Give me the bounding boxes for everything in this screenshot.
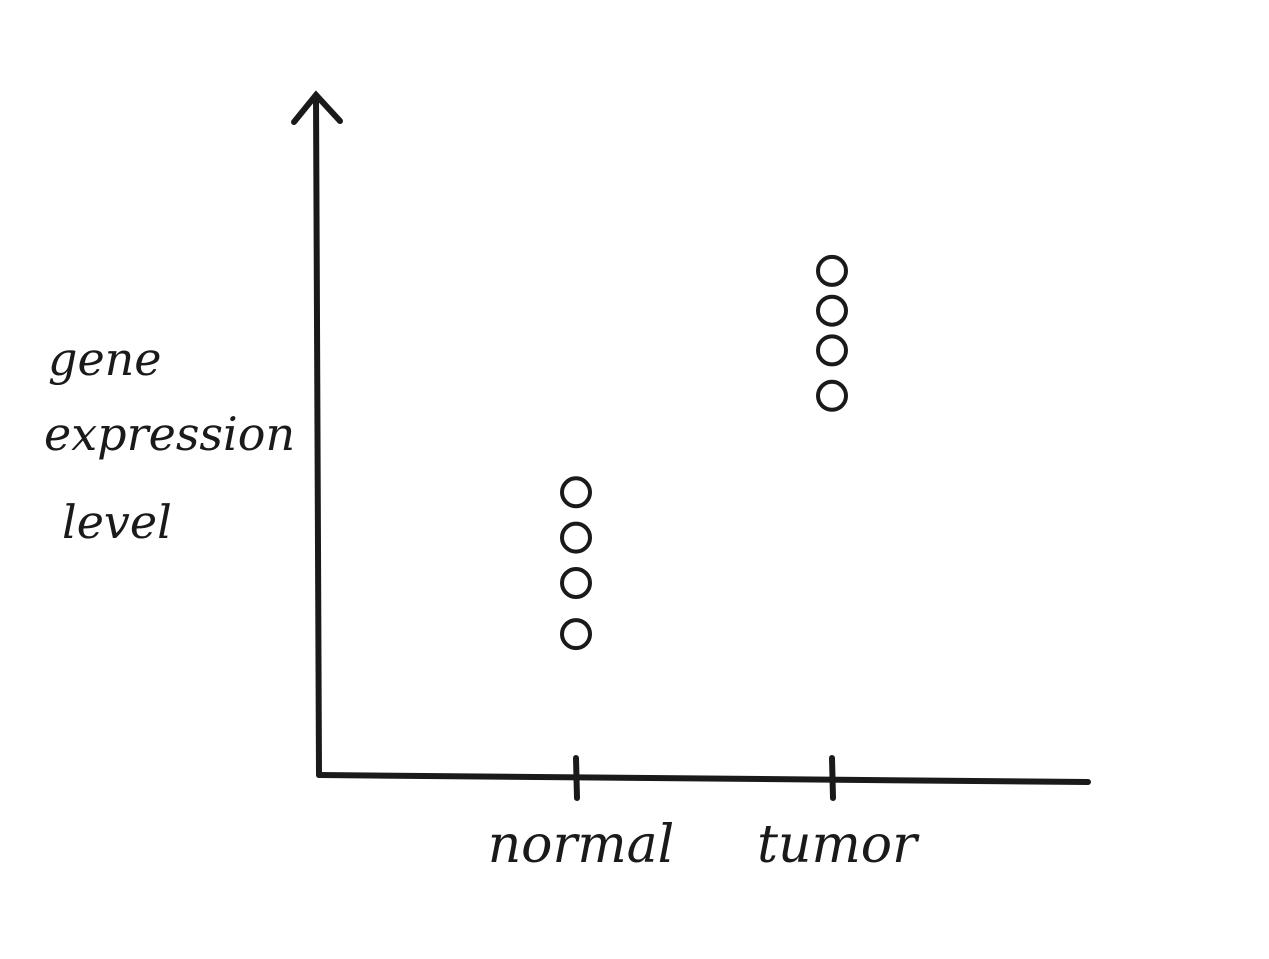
data-point-normal <box>560 521 592 554</box>
y-axis-label-line: gene <box>48 332 162 386</box>
x-tick-label-normal: normal <box>488 815 675 875</box>
data-point-tumor <box>816 254 848 287</box>
data-point-normal <box>560 618 592 651</box>
y-axis-arrowhead <box>291 90 343 125</box>
y-axis <box>313 92 322 778</box>
x-tick <box>829 755 836 801</box>
x-tick-labels: normal tumor <box>488 815 920 875</box>
y-axis-label-line: level <box>62 495 172 549</box>
data-point-tumor <box>816 294 848 327</box>
y-axis-label-line: expression <box>44 407 295 461</box>
x-tick <box>573 755 580 801</box>
y-axis-label: gene expression level <box>44 332 299 549</box>
data-point-normal <box>560 476 592 509</box>
data-point-tumor <box>816 379 848 412</box>
data-point-tumor <box>816 334 848 367</box>
data-points <box>560 254 848 651</box>
x-axis <box>316 772 1091 785</box>
data-point-normal <box>560 567 592 599</box>
x-tick-label-tumor: tumor <box>757 815 920 875</box>
x-ticks <box>573 755 836 801</box>
chart-axes <box>291 90 1091 785</box>
